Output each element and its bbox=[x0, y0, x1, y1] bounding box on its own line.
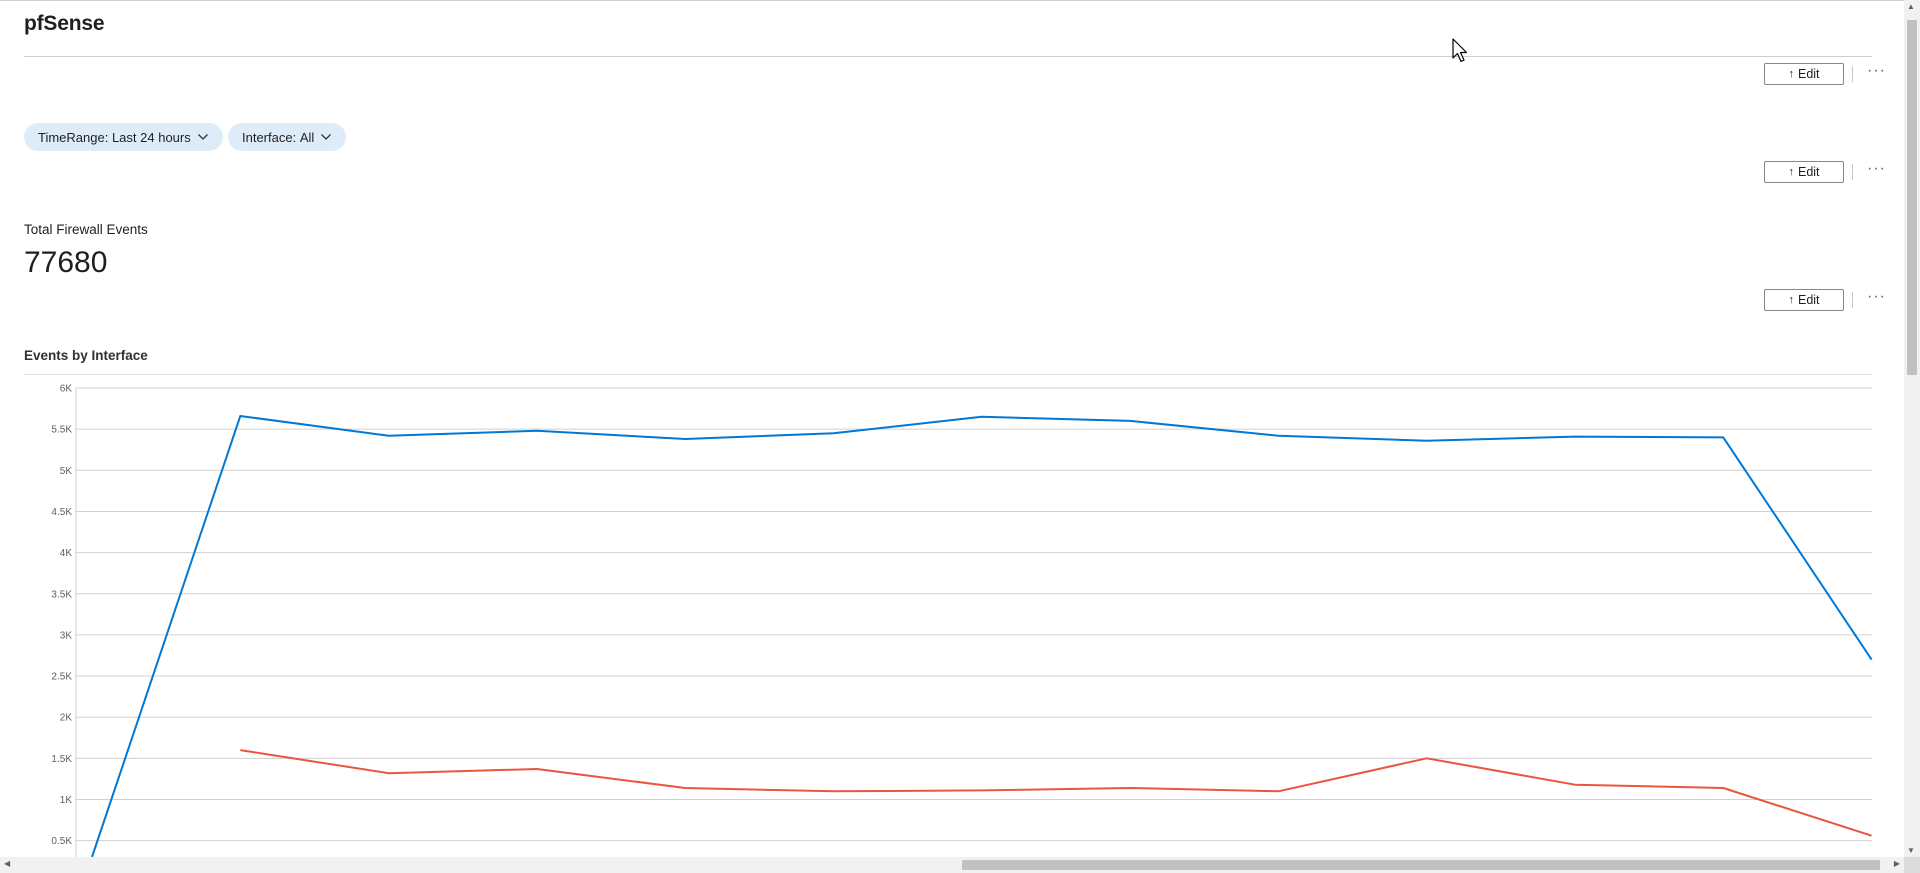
total-events-label: Total Firewall Events bbox=[24, 222, 148, 237]
chevron-down-icon bbox=[197, 134, 208, 140]
scroll-left-icon[interactable]: ◀ bbox=[4, 859, 11, 868]
mouse-cursor-icon bbox=[1452, 38, 1468, 63]
horizontal-scroll-thumb[interactable] bbox=[962, 860, 1880, 870]
more-options-icon[interactable]: ··· bbox=[1867, 160, 1886, 177]
edit-label: Edit bbox=[1797, 67, 1820, 81]
up-arrow-icon: ↑ bbox=[1788, 166, 1794, 178]
scrollbar-corner bbox=[1904, 857, 1920, 873]
edit-button[interactable]: ↑ Edit bbox=[1764, 63, 1845, 85]
scroll-up-icon[interactable]: ▲ bbox=[1907, 2, 1915, 11]
interface-name: Interface bbox=[242, 129, 293, 145]
y-tick-label: 3K bbox=[60, 630, 73, 641]
toolbar-separator bbox=[1852, 164, 1854, 180]
horizontal-scrollbar[interactable]: ◀ ▶ bbox=[0, 857, 1904, 873]
time-range-value: Last 24 hours bbox=[111, 129, 191, 145]
y-tick-label: 4K bbox=[60, 548, 73, 559]
top-border bbox=[0, 0, 1904, 1]
y-tick-label: 5.5K bbox=[51, 425, 72, 436]
chart-title: Events by Interface bbox=[24, 348, 148, 363]
vertical-scroll-thumb[interactable] bbox=[1907, 20, 1917, 375]
interface-dropdown[interactable]: Interface: All bbox=[228, 123, 347, 151]
scroll-down-icon[interactable]: ▼ bbox=[1907, 846, 1915, 855]
more-options-icon[interactable]: ··· bbox=[1867, 288, 1886, 305]
series-line-2[interactable] bbox=[240, 749, 1872, 837]
y-tick-label: 1K bbox=[60, 795, 73, 806]
tile-toolbar: ↑ Edit ··· bbox=[1764, 288, 1886, 312]
events-by-interface-chart: 0.5K 1K 1.5K 2K 2.5K 3K 3.5K 4K 4.5K 5K 5.5K 6K bbox=[51, 384, 1873, 857]
y-tick-label: 6K bbox=[60, 384, 73, 395]
title-divider bbox=[24, 56, 1872, 57]
series-line-1[interactable] bbox=[91, 415, 1873, 857]
page-title: pfSense bbox=[24, 12, 105, 35]
tile-toolbar: ↑ Edit ··· bbox=[1764, 62, 1886, 86]
y-tick-label: 1.5K bbox=[51, 754, 72, 765]
edit-button[interactable]: ↑ Edit bbox=[1764, 289, 1845, 311]
interface-value: All bbox=[299, 129, 315, 145]
vertical-scrollbar[interactable]: ▲ ▼ bbox=[1904, 0, 1920, 857]
total-events-value: 77680 bbox=[24, 246, 108, 279]
tile-toolbar: ↑ Edit ··· bbox=[1764, 160, 1886, 184]
edit-label: Edit bbox=[1797, 165, 1820, 179]
up-arrow-icon: ↑ bbox=[1788, 68, 1794, 80]
up-arrow-icon: ↑ bbox=[1788, 294, 1794, 306]
time-range-dropdown[interactable]: TimeRange: Last 24 hours bbox=[24, 123, 223, 151]
edit-label: Edit bbox=[1797, 293, 1820, 307]
scroll-right-icon[interactable]: ▶ bbox=[1893, 859, 1900, 868]
y-tick-label: 2.5K bbox=[51, 672, 72, 683]
toolbar-separator bbox=[1852, 292, 1854, 308]
y-tick-label: 4.5K bbox=[51, 507, 72, 518]
time-range-name: TimeRange bbox=[38, 129, 105, 145]
y-tick-label: 0.5K bbox=[51, 836, 72, 847]
edit-button[interactable]: ↑ Edit bbox=[1764, 161, 1845, 183]
y-tick-label: 5K bbox=[60, 466, 73, 477]
chevron-down-icon bbox=[321, 134, 332, 140]
y-tick-label: 3.5K bbox=[51, 589, 72, 600]
toolbar-separator bbox=[1852, 66, 1854, 82]
more-options-icon[interactable]: ··· bbox=[1867, 62, 1886, 79]
y-tick-label: 2K bbox=[60, 713, 73, 724]
chart-divider bbox=[24, 374, 1872, 375]
